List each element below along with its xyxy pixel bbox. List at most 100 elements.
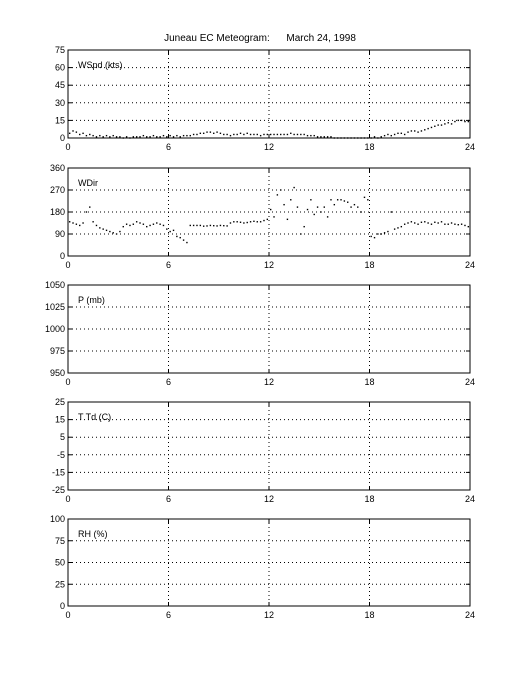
data-point — [464, 224, 466, 227]
data-point — [363, 196, 366, 199]
data-point — [246, 221, 248, 224]
x-tick-label: 18 — [364, 260, 374, 270]
data-point — [256, 133, 258, 136]
data-point — [229, 134, 232, 137]
data-point — [370, 137, 372, 139]
data-point — [68, 221, 71, 223]
data-point — [172, 136, 175, 138]
data-point — [122, 225, 124, 228]
data-point — [209, 131, 212, 133]
data-point — [450, 123, 453, 125]
data-point — [109, 136, 111, 138]
data-point — [403, 223, 406, 225]
data-point — [326, 216, 329, 218]
data-point — [89, 206, 91, 208]
data-point — [122, 137, 124, 139]
data-point — [380, 136, 382, 138]
data-point — [149, 224, 151, 227]
data-point — [313, 213, 315, 216]
data-point — [135, 136, 138, 138]
data-point — [246, 132, 248, 135]
y-tick-label: 950 — [50, 368, 65, 378]
y-tick-label: 90 — [55, 229, 65, 239]
data-point — [343, 137, 346, 139]
data-point — [383, 232, 386, 234]
data-point — [179, 136, 181, 138]
data-point — [414, 222, 416, 224]
panel-label: P (mb) — [78, 295, 105, 305]
data-point — [135, 221, 138, 223]
data-point — [397, 132, 399, 135]
data-point — [417, 131, 419, 133]
data-point — [75, 223, 78, 225]
data-point — [79, 133, 81, 136]
data-point — [132, 223, 135, 225]
data-point — [229, 222, 232, 224]
data-point — [427, 222, 429, 224]
y-tick-label: 75 — [55, 536, 65, 546]
data-point — [192, 224, 195, 227]
data-point — [236, 133, 238, 136]
data-point — [186, 241, 188, 244]
data-point — [340, 137, 342, 139]
data-point — [129, 224, 131, 227]
data-point — [347, 201, 349, 203]
data-point — [286, 218, 289, 221]
data-point — [454, 120, 456, 123]
data-point — [326, 136, 329, 138]
data-point — [303, 225, 305, 228]
y-tick-label: 25 — [55, 397, 65, 407]
y-tick-label: 360 — [50, 163, 65, 173]
y-tick-label: 25 — [55, 579, 65, 589]
data-point — [310, 134, 312, 137]
data-point — [357, 137, 359, 139]
data-point — [182, 239, 185, 241]
data-point — [343, 200, 346, 202]
panel-label: WSpd (kts) — [78, 60, 123, 70]
data-point — [115, 136, 118, 138]
data-point — [199, 132, 202, 135]
data-point — [249, 133, 252, 136]
data-point — [85, 134, 88, 137]
panel-4: 0 6 12 18 24 -25 -15 -5 5 15 25 T Td (C) — [52, 397, 475, 504]
data-point — [440, 124, 443, 126]
data-point — [152, 134, 155, 137]
y-tick-label: 1050 — [45, 280, 65, 290]
x-tick-label: 6 — [166, 142, 171, 152]
data-point — [213, 224, 215, 227]
data-point — [172, 229, 175, 232]
data-point — [125, 136, 128, 138]
data-point — [323, 206, 325, 208]
y-tick-label: 1025 — [45, 302, 65, 312]
data-point — [400, 225, 403, 228]
data-point — [460, 119, 463, 122]
data-point — [333, 137, 336, 139]
y-tick-label: 100 — [50, 514, 65, 524]
data-point — [447, 223, 449, 225]
data-point — [263, 133, 265, 136]
data-point — [306, 208, 309, 211]
data-point — [340, 199, 342, 201]
data-point — [146, 225, 148, 228]
data-point — [213, 132, 215, 135]
data-point — [306, 134, 309, 137]
data-point — [276, 194, 279, 196]
data-point — [269, 133, 272, 136]
data-point — [390, 134, 392, 137]
data-point — [290, 199, 292, 201]
data-point — [280, 133, 282, 136]
data-point — [300, 233, 302, 235]
data-point — [330, 199, 332, 201]
data-point — [159, 136, 161, 138]
y-tick-label: -5 — [57, 450, 65, 460]
data-point — [383, 134, 386, 137]
x-tick-label: 12 — [264, 142, 274, 152]
data-point — [105, 134, 108, 137]
data-point — [353, 137, 356, 139]
y-tick-label: 50 — [55, 558, 65, 568]
data-point — [202, 132, 205, 135]
panel-5: 0 6 12 18 24 0 25 50 75 100 RH (%) — [50, 514, 475, 620]
data-point — [82, 222, 84, 224]
data-point — [286, 133, 289, 136]
x-tick-label: 18 — [364, 377, 374, 387]
